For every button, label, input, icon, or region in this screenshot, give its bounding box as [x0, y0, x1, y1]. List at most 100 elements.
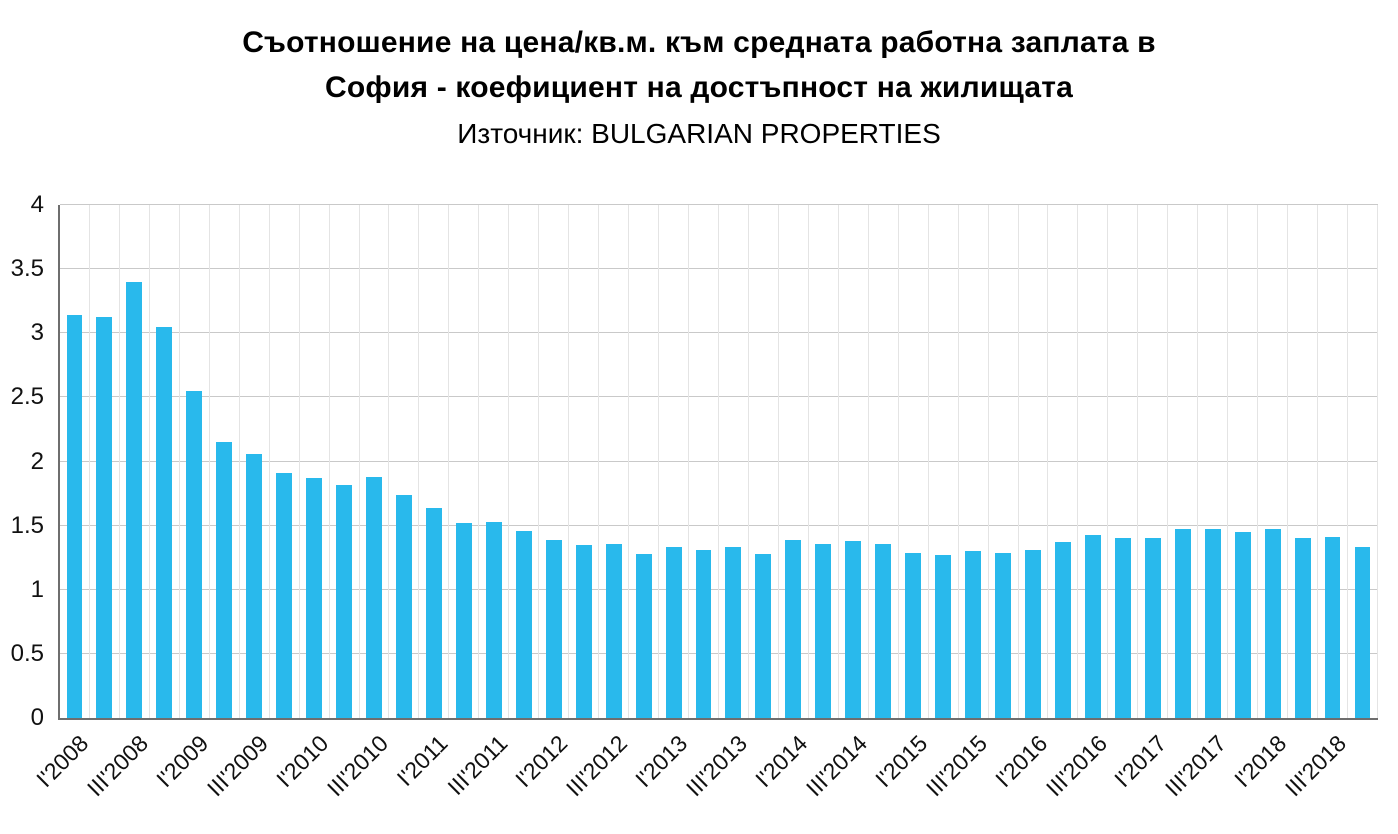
bar-II'2014	[815, 543, 832, 718]
bar-I'2011	[425, 507, 442, 718]
category-cell	[360, 205, 390, 718]
x-label-cell: I'2008	[31, 718, 93, 830]
category-cell	[60, 205, 90, 718]
bar-II'2010	[336, 484, 353, 718]
x-label-cell: III'2016	[1041, 718, 1112, 830]
y-tick-label: 1	[30, 575, 44, 603]
x-label-cell: III'2012	[561, 718, 632, 830]
bar-I'2009	[186, 390, 203, 718]
category-cell	[1198, 205, 1229, 718]
bar-II'2015	[935, 555, 952, 718]
category-cell	[210, 205, 240, 718]
bar-IV'2012	[635, 553, 652, 718]
x-axis-labels: I'2008 III'2008 I'2009 III'2009 I'2010 III'20…	[31, 718, 1378, 830]
bar-IV'2016	[1114, 538, 1131, 718]
chart-area: 0 0.5 1 1.5 2 2.5 3 3.5 4 I'2008 III'2008 I'2009 II…	[11, 191, 1378, 801]
category-cell	[1138, 205, 1169, 718]
category-cell	[1288, 205, 1319, 718]
category-cell	[779, 205, 809, 718]
y-gridline	[60, 524, 1378, 526]
x-label-cell: III'2014	[801, 718, 872, 830]
y-gridline	[60, 588, 1378, 590]
category-cell	[270, 205, 300, 718]
bar-III'2012	[605, 543, 622, 718]
category-cell	[330, 205, 360, 718]
bar-I'2017	[1144, 538, 1161, 718]
bar-III'2008	[126, 281, 143, 718]
category-cell	[659, 205, 690, 718]
gridlines	[60, 204, 1378, 718]
category-cell	[90, 205, 120, 718]
y-gridline	[60, 332, 1378, 334]
category-cell	[180, 205, 210, 718]
category-cell	[929, 205, 959, 718]
category-cell	[689, 205, 719, 718]
category-cell	[1228, 205, 1259, 718]
category-cell	[479, 205, 510, 718]
bar-IV'2013	[755, 553, 772, 718]
bar-III'2016	[1084, 534, 1101, 718]
x-label-cell: I'2009	[151, 718, 213, 830]
x-label-cell: III'2015	[921, 718, 992, 830]
bar-II'2009	[216, 442, 233, 718]
category-cell	[419, 205, 450, 718]
bar-III'2015	[965, 551, 982, 718]
category-cell	[899, 205, 929, 718]
x-label-cell: III'2008	[82, 718, 153, 830]
x-label-cell: III'2018	[1280, 718, 1351, 830]
bar-I'2015	[905, 552, 922, 718]
x-label-cell: I'2010	[271, 718, 333, 830]
bar-II'2017	[1174, 529, 1191, 718]
bar-IV'2014	[875, 543, 892, 718]
x-label-cell: III'2013	[681, 718, 752, 830]
y-tick-label: 0.5	[10, 639, 44, 667]
category-cell	[1078, 205, 1109, 718]
bar-II'2018	[1294, 538, 1311, 718]
chart-title-line-1: Съотношение на цена/кв.м. към средната р…	[242, 26, 1156, 59]
category-cell	[449, 205, 480, 718]
bar-II'2008	[96, 316, 113, 718]
category-cell	[599, 205, 630, 718]
category-cell	[300, 205, 330, 718]
category-cell	[1048, 205, 1079, 718]
bar-III'2011	[485, 521, 502, 718]
bar-III'2018	[1324, 537, 1341, 718]
bar-III'2013	[725, 547, 742, 718]
category-cell	[509, 205, 540, 718]
bar-IV'2011	[515, 530, 532, 718]
bar-I'2008	[66, 315, 83, 718]
y-tick-label: 0	[30, 704, 44, 731]
bar-IV'2009	[276, 473, 293, 718]
chart-title-line-2: София - коефициент на достъпност на жили…	[324, 71, 1074, 104]
category-cell	[629, 205, 660, 718]
chart-header: Съотношение на цена/кв.м. към средната р…	[0, 0, 1398, 150]
y-tick-label: 1.5	[10, 511, 44, 539]
x-label-cell: III'2010	[322, 718, 393, 830]
y-tick-label: 2.5	[10, 383, 44, 411]
category-cell	[1168, 205, 1199, 718]
category-cell	[120, 205, 150, 718]
x-label-cell: I'2014	[750, 718, 812, 830]
y-tick-label: 3.5	[10, 255, 44, 283]
category-cell	[869, 205, 899, 718]
x-label-cell: I'2011	[392, 718, 453, 830]
bar-II'2011	[455, 523, 472, 718]
bar-II'2016	[1054, 542, 1071, 718]
bar-IV'2015	[995, 552, 1011, 718]
x-label-cell: III'2009	[202, 718, 273, 830]
bar-IV'2017	[1234, 532, 1251, 718]
category-cell	[1258, 205, 1289, 718]
y-gridline	[60, 396, 1378, 398]
x-label-cell: I'2015	[870, 718, 932, 830]
category-cell	[1108, 205, 1139, 718]
x-label-cell: I'2016	[990, 718, 1052, 830]
bar-III'2014	[845, 541, 862, 718]
bar-IV'2018	[1354, 547, 1371, 718]
bar-II'2013	[695, 550, 712, 718]
bar-I'2018	[1264, 529, 1281, 718]
category-cell	[1318, 205, 1348, 718]
category-cell	[569, 205, 600, 718]
category-cell	[719, 205, 749, 718]
x-label-cell: I'2017	[1109, 718, 1171, 830]
